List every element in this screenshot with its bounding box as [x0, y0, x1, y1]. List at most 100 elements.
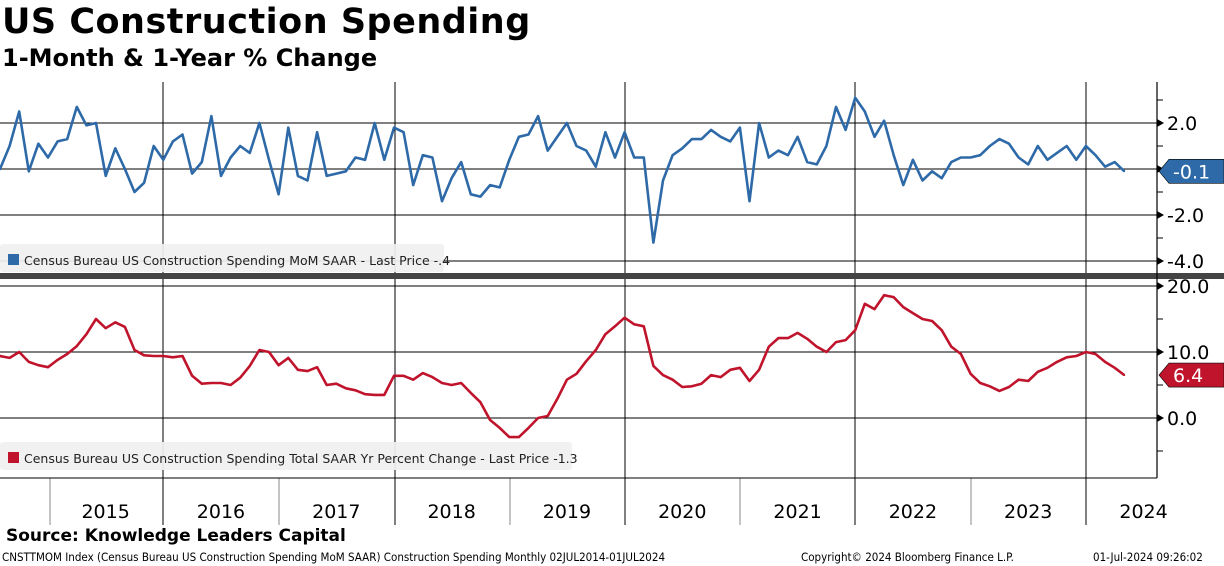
data-point — [1036, 145, 1039, 147]
data-point — [1123, 374, 1126, 376]
data-point — [998, 390, 1001, 392]
data-point — [1056, 152, 1058, 154]
data-point — [479, 195, 482, 198]
data-point — [0, 168, 1, 170]
data-point — [690, 385, 693, 388]
x-year-label: 2015 — [81, 501, 129, 523]
data-point — [710, 129, 712, 131]
data-point — [220, 382, 222, 384]
data-point — [316, 131, 318, 134]
legend-box — [0, 442, 572, 470]
data-point — [1065, 356, 1068, 359]
data-point — [1075, 355, 1078, 357]
data-point — [200, 382, 203, 385]
data-point — [383, 394, 386, 396]
x-year-label: 2018 — [427, 501, 475, 523]
data-point — [373, 394, 376, 396]
data-point — [104, 175, 107, 177]
data-point — [931, 320, 934, 322]
data-point — [604, 131, 607, 134]
data-point — [796, 135, 799, 138]
data-point — [700, 382, 703, 385]
data-point — [316, 366, 318, 369]
data-point — [133, 191, 136, 193]
data-point — [421, 372, 424, 375]
legend-label: Census Bureau US Construction Spending M… — [24, 253, 450, 268]
data-point — [75, 106, 78, 108]
data-point — [373, 122, 376, 124]
data-point — [892, 154, 895, 157]
data-point — [66, 353, 69, 355]
data-point — [239, 376, 242, 379]
data-point — [172, 140, 174, 143]
data-point — [37, 142, 40, 145]
data-point — [143, 354, 146, 357]
data-point — [162, 355, 165, 357]
x-year-label: 2022 — [889, 501, 937, 523]
data-point — [556, 135, 559, 138]
data-point — [489, 419, 491, 421]
data-point — [1084, 145, 1087, 147]
data-point — [546, 149, 549, 152]
data-point — [123, 326, 126, 328]
data-point — [296, 175, 299, 177]
data-point — [652, 364, 655, 367]
data-point — [815, 345, 818, 348]
data-point — [527, 427, 530, 429]
data-point — [979, 154, 982, 157]
data-point — [1065, 145, 1068, 147]
data-point — [1056, 361, 1058, 363]
data-point — [421, 154, 424, 157]
data-point — [498, 186, 501, 189]
data-point — [787, 154, 789, 157]
data-point — [95, 122, 97, 124]
data-point — [681, 386, 684, 388]
data-point — [335, 172, 338, 175]
data-point — [200, 161, 203, 164]
y-tick-label: 0.0 — [1167, 408, 1197, 430]
data-point — [517, 135, 520, 138]
data-point — [335, 382, 338, 385]
data-point — [1046, 158, 1049, 161]
data-point — [921, 318, 924, 320]
data-point — [143, 181, 146, 184]
data-point — [1046, 366, 1049, 369]
data-point — [700, 138, 703, 141]
data-point — [575, 372, 578, 375]
data-point — [123, 168, 126, 170]
data-point — [950, 161, 953, 164]
data-point — [393, 374, 395, 377]
data-point — [412, 184, 415, 187]
data-point — [594, 165, 597, 168]
data-point — [114, 147, 117, 150]
data-point — [969, 156, 972, 159]
data-point — [152, 145, 155, 147]
data-point — [806, 161, 809, 164]
data-point — [594, 349, 597, 351]
data-point — [1104, 361, 1106, 363]
x-year-label: 2024 — [1119, 501, 1167, 523]
data-point — [633, 323, 636, 326]
legend-box — [0, 244, 444, 272]
data-point — [883, 294, 885, 297]
data-point — [1123, 170, 1126, 173]
data-point — [277, 193, 280, 196]
data-point — [325, 175, 328, 177]
data-point — [863, 110, 866, 113]
data-point — [95, 318, 97, 320]
data-point — [767, 156, 770, 159]
data-point — [604, 333, 607, 336]
data-point — [498, 427, 501, 429]
x-year-label: 2019 — [543, 501, 591, 523]
data-point — [566, 122, 568, 124]
data-point — [152, 355, 155, 357]
data-point — [969, 372, 972, 375]
data-point — [75, 345, 78, 347]
data-point — [1094, 154, 1097, 157]
data-point — [758, 368, 761, 371]
data-point — [47, 366, 49, 369]
data-point — [56, 359, 59, 361]
data-point — [537, 115, 540, 117]
data-point — [912, 158, 914, 161]
